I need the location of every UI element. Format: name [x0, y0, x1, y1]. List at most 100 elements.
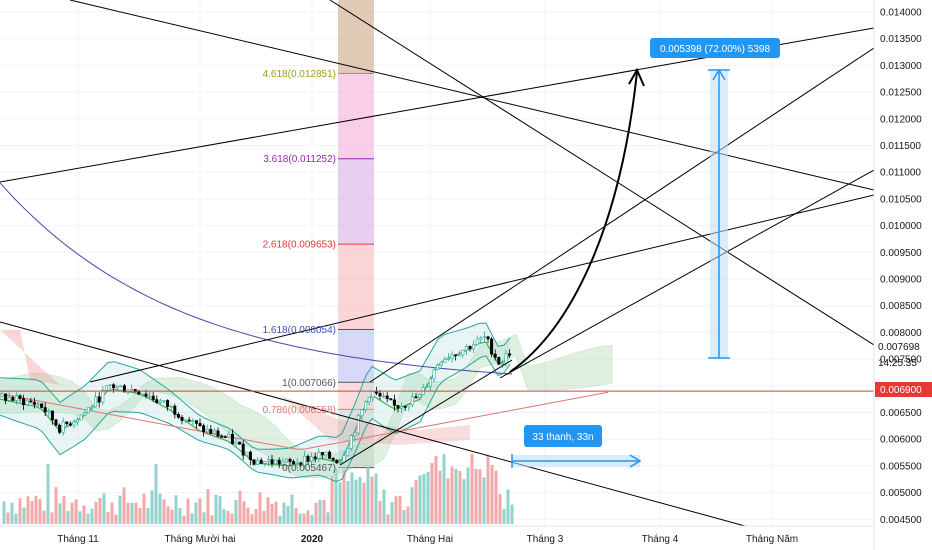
fib-zone [338, 244, 374, 330]
candle-body [371, 391, 375, 398]
volume-bar [314, 502, 318, 524]
price-tick-label: 0.005000 [880, 488, 922, 499]
volume-bar [354, 479, 358, 524]
trend-lines[interactable] [0, 0, 874, 526]
volume-bar [370, 476, 374, 524]
volume-bar [362, 482, 366, 524]
price-tick-label: 0.004500 [880, 515, 922, 526]
volume-bar [450, 466, 454, 524]
candle-body [439, 361, 443, 366]
ichimoku-cloud [0, 334, 613, 478]
volume-bar [470, 453, 474, 524]
candle-body [446, 357, 450, 360]
candle-body [346, 448, 350, 457]
time-tick-label: Tháng 3 [527, 534, 564, 545]
fib-level-label: 4.618(0.012851) [263, 69, 336, 80]
candle-body [457, 354, 461, 357]
candle-body [180, 417, 184, 421]
candle-body [166, 400, 170, 407]
volume-bar [66, 510, 70, 524]
fib-level-label: 0(0.005467) [282, 463, 336, 474]
volume-bar [114, 514, 118, 524]
volume-bar [98, 497, 102, 524]
candle-body [0, 393, 4, 397]
drawing-tools[interactable] [509, 67, 730, 468]
horizontal-line-label: 0.006900 [880, 385, 922, 396]
candle-body [68, 423, 72, 426]
trend-line [329, 0, 874, 346]
volume-bar [58, 503, 62, 524]
volume-bar [434, 456, 438, 524]
volume-bar [334, 468, 338, 524]
volume-bar [430, 463, 434, 524]
volume-bar [166, 506, 170, 524]
candle-body [310, 456, 314, 462]
fib-zone [338, 73, 374, 159]
candle-body [148, 395, 152, 398]
candle-body [137, 391, 141, 395]
candle-body [364, 401, 368, 411]
candle-body [155, 399, 159, 403]
candle-body [302, 455, 306, 466]
volume-bar [350, 472, 354, 524]
volume-bar [466, 467, 470, 524]
volume-bar [486, 455, 490, 524]
volume-bar [174, 495, 178, 524]
price-range-callout[interactable]: 0.005398 (72.00%) 5398 [650, 38, 780, 58]
ichimoku-cloud-bear [0, 330, 60, 385]
candle-body [158, 400, 162, 403]
trend-line [69, 0, 874, 191]
candle-body [79, 414, 83, 421]
volume-bar [86, 513, 90, 524]
volume-bar [18, 498, 22, 524]
volume-bar [266, 497, 270, 524]
volume-bar [26, 496, 30, 524]
volume-bar [502, 509, 506, 524]
candlestick-series [0, 331, 512, 470]
volume-bar [134, 502, 138, 524]
volume-bars [2, 453, 514, 524]
candle-body [342, 455, 346, 463]
candle-body [306, 455, 310, 462]
candle-body [162, 400, 166, 402]
volume-bar [158, 493, 162, 524]
candle-body [65, 421, 69, 425]
candle-body [32, 401, 36, 405]
volume-bar [302, 513, 306, 524]
candle-body [212, 430, 216, 434]
volume-bar [414, 479, 418, 524]
price-tick-label: 0.006500 [880, 408, 922, 419]
candle-body [324, 451, 328, 456]
time-tick-label: Tháng Năm [746, 534, 798, 545]
time-axis[interactable]: Tháng 11 Tháng Mười hai 2020 Tháng Hai Tháng… [57, 534, 798, 545]
volume-bar [462, 479, 466, 524]
candle-body [396, 405, 400, 409]
price-tick-label: 0.010500 [880, 194, 922, 205]
candle-body [234, 441, 238, 445]
date-range-callout[interactable]: 33 thanh, 33n [524, 425, 602, 447]
candle-body [191, 420, 195, 422]
projection-arrow-head [628, 67, 645, 87]
volume-bar [342, 469, 346, 524]
volume-bar [510, 504, 514, 524]
volume-bar [338, 482, 342, 524]
candle-body [11, 397, 15, 401]
volume-bar [6, 512, 10, 524]
volume-bar [138, 508, 142, 524]
candle-body [223, 436, 227, 439]
candle-body [22, 398, 26, 406]
candle-body [374, 391, 378, 394]
volume-bar [386, 514, 390, 524]
candle-body [18, 395, 22, 399]
volume-bar [70, 502, 74, 524]
candle-body [256, 459, 260, 465]
candle-body [464, 346, 468, 351]
price-tick-label: 0.013500 [880, 34, 922, 45]
candle-body [263, 461, 267, 464]
trend-line [89, 194, 874, 383]
candle-body [414, 396, 418, 399]
volume-bar [226, 510, 230, 524]
volume-bar [194, 502, 198, 524]
price-tick-label: 0.008500 [880, 301, 922, 312]
